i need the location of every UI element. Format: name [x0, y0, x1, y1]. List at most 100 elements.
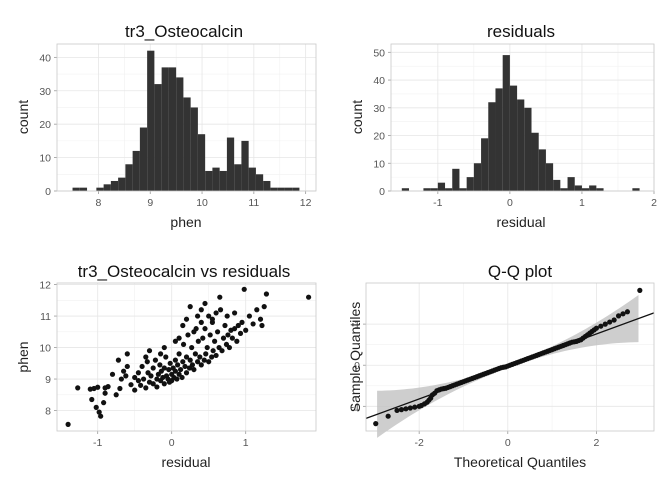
- histogram-bar: [248, 167, 256, 191]
- histogram-bar: [401, 188, 410, 191]
- data-point: [154, 384, 160, 390]
- data-point: [204, 344, 210, 351]
- data-point: [398, 407, 405, 413]
- histogram-bar: [270, 187, 278, 191]
- histogram-bar: [531, 132, 539, 191]
- data-point: [243, 327, 249, 333]
- x-tick-label: 0: [507, 197, 513, 209]
- data-point: [403, 406, 409, 412]
- data-point: [138, 382, 144, 388]
- panel-border: [390, 43, 655, 192]
- histogram-bar: [567, 177, 575, 191]
- data-point: [407, 405, 413, 411]
- data-point: [193, 326, 199, 332]
- x-tick-label: 8: [96, 197, 102, 209]
- data-point: [183, 354, 190, 360]
- data-point: [75, 385, 81, 391]
- x-tick-label: 10: [196, 197, 208, 209]
- y-axis-label: count: [349, 100, 365, 134]
- data-point: [201, 357, 207, 363]
- histogram-bar: [161, 67, 169, 191]
- data-point: [246, 313, 252, 319]
- data-point: [239, 319, 245, 325]
- data-point: [143, 385, 149, 391]
- data-point: [214, 329, 221, 335]
- y-tick-label: 8: [45, 406, 51, 418]
- histogram-bar: [226, 137, 235, 191]
- data-point: [206, 313, 212, 319]
- data-point: [373, 421, 379, 427]
- histogram-bar: [292, 187, 300, 191]
- data-point: [161, 381, 167, 387]
- data-point: [123, 373, 129, 379]
- data-point: [98, 413, 104, 419]
- x-axis-label: residual: [161, 454, 210, 470]
- data-point: [206, 359, 212, 365]
- data-point: [385, 413, 391, 419]
- data-point: [121, 368, 127, 374]
- data-point: [624, 309, 631, 315]
- x-tick-label: 9: [147, 197, 153, 209]
- data-point: [213, 310, 219, 316]
- x-tick-label: 11: [248, 197, 259, 209]
- data-point: [200, 335, 206, 341]
- histogram-bar: [176, 77, 184, 191]
- data-point: [102, 390, 108, 396]
- histogram-bar: [473, 163, 482, 191]
- data-point: [180, 322, 186, 329]
- histogram-bar: [190, 107, 198, 191]
- histogram-bar: [219, 170, 227, 191]
- y-tick-label: -1: [351, 401, 360, 413]
- data-point: [250, 321, 256, 327]
- panel-title: Q-Q plot: [488, 262, 553, 281]
- histogram-bar: [445, 188, 453, 191]
- histogram-bar: [524, 107, 532, 191]
- y-tick-label: 10: [373, 158, 385, 170]
- data-point: [117, 385, 123, 392]
- y-tick-label: 30: [39, 86, 51, 98]
- histogram-bar: [125, 164, 133, 191]
- y-tick-label: 0: [45, 186, 51, 198]
- histogram-bar: [553, 179, 561, 191]
- histogram-bar: [183, 97, 191, 191]
- data-point: [209, 316, 215, 322]
- histogram-bar: [589, 185, 597, 191]
- data-point: [109, 371, 116, 377]
- histogram-bar: [502, 55, 510, 191]
- data-point: [202, 326, 208, 332]
- y-tick-label: 9: [45, 374, 51, 386]
- data-point: [128, 382, 134, 388]
- data-point: [105, 384, 111, 390]
- data-point: [161, 344, 167, 351]
- data-point: [144, 359, 150, 365]
- y-tick-label: 20: [39, 119, 51, 131]
- y-tick-label: 0: [379, 186, 385, 198]
- histogram-bar: [205, 170, 213, 191]
- data-point: [192, 351, 198, 357]
- data-point: [167, 360, 173, 366]
- y-tick-label: 40: [373, 75, 385, 87]
- histogram-bar: [72, 187, 80, 191]
- data-point: [198, 362, 204, 368]
- data-point: [225, 332, 231, 338]
- data-point: [124, 351, 130, 357]
- histogram-bar: [168, 67, 177, 191]
- data-point: [132, 374, 138, 381]
- data-point: [150, 365, 156, 371]
- x-axis-label: phen: [170, 214, 201, 230]
- histogram-bar: [197, 134, 206, 191]
- data-point: [124, 363, 130, 370]
- x-tick-label: -1: [93, 437, 102, 449]
- data-point: [229, 335, 235, 341]
- data-point: [135, 370, 141, 376]
- data-point: [197, 354, 203, 360]
- data-point: [615, 313, 622, 319]
- data-point: [172, 338, 178, 344]
- data-point: [254, 307, 260, 313]
- histogram-bar: [103, 184, 111, 191]
- histogram-bar: [255, 174, 264, 191]
- data-point: [306, 294, 312, 300]
- data-point: [191, 366, 197, 373]
- x-tick-label: 0: [505, 437, 511, 449]
